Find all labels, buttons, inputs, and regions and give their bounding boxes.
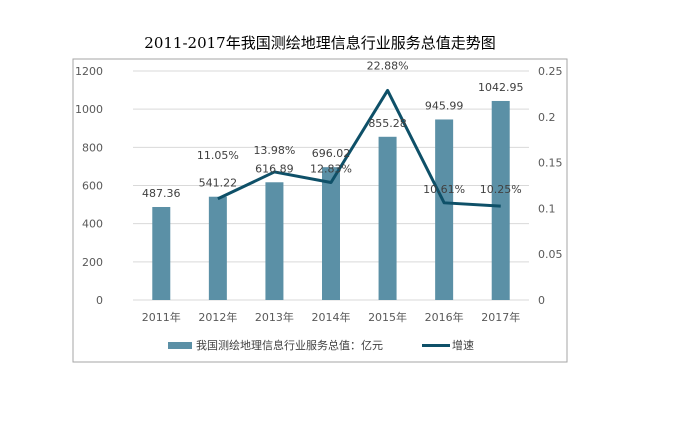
y-right-tick-label: 0.15 <box>538 157 563 170</box>
bar <box>152 206 171 300</box>
bar-data-label: 541.22 <box>199 177 238 190</box>
legend-bar-label: 我国测绘地理信息行业服务总值：亿元 <box>196 338 383 352</box>
chart-title: 2011-2017年我国测绘地理信息行业服务总值走势图 <box>144 34 495 52</box>
y-right-tick-label: 0.2 <box>538 111 556 124</box>
y-left-tick-label: 600 <box>82 180 103 193</box>
bar <box>265 182 284 300</box>
bar <box>435 119 454 300</box>
y-right-tick-label: 0.05 <box>538 248 563 261</box>
bar <box>208 196 227 300</box>
growth-data-label: 10.61% <box>423 183 465 196</box>
x-tick-label: 2013年 <box>255 310 294 324</box>
x-tick-label: 2015年 <box>368 310 407 324</box>
growth-data-label: 11.05% <box>197 149 239 162</box>
y-right-tick-label: 0.25 <box>538 65 563 78</box>
x-tick-label: 2016年 <box>425 310 464 324</box>
bar-data-label: 487.36 <box>142 187 181 200</box>
bar-data-label: 945.99 <box>425 99 464 112</box>
bar-data-label: 855.28 <box>368 117 407 130</box>
bar <box>322 167 340 300</box>
x-tick-label: 2011年 <box>142 310 181 324</box>
growth-data-label: 22.88% <box>367 59 409 72</box>
growth-line <box>217 88 501 208</box>
bar-data-label: 616.89 <box>255 162 294 175</box>
bar <box>378 136 397 300</box>
x-tick-label: 2014年 <box>312 310 351 324</box>
x-tick-label: 2017年 <box>481 310 520 324</box>
x-tick-label: 2012年 <box>198 310 237 324</box>
y-left-tick-label: 400 <box>82 218 103 231</box>
y-right-tick-label: 0 <box>538 294 545 307</box>
y-left-tick-label: 1200 <box>75 65 103 78</box>
legend-bar-swatch <box>168 342 192 349</box>
growth-data-label: 13.98% <box>253 144 295 157</box>
y-left-tick-label: 0 <box>96 294 103 307</box>
growth-data-label: 10.25% <box>480 183 522 196</box>
y-left-tick-label: 800 <box>82 141 103 154</box>
bar-data-label: 696.02 <box>312 147 351 160</box>
legend-line-label: 增速 <box>452 338 474 352</box>
bar <box>491 100 510 301</box>
y-left-tick-label: 1000 <box>75 103 103 116</box>
growth-data-label: 12.83% <box>310 162 352 175</box>
y-left-tick-label: 200 <box>82 256 103 269</box>
y-right-tick-label: 0.1 <box>538 202 556 215</box>
bar-data-label: 1042.95 <box>478 81 524 94</box>
